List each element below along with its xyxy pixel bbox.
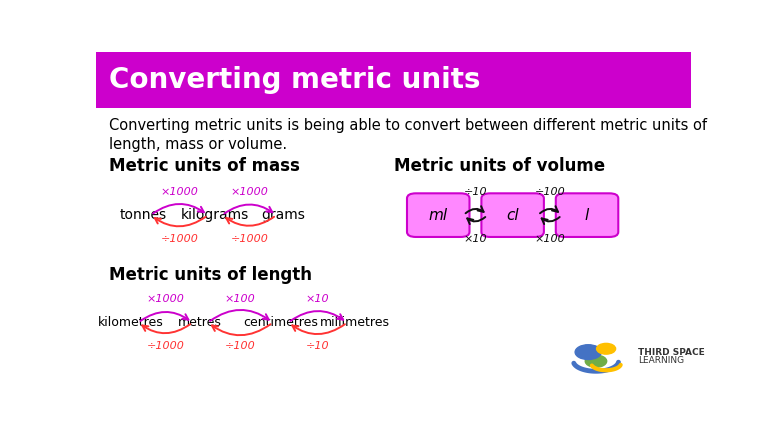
- Text: ml: ml: [429, 208, 448, 223]
- FancyBboxPatch shape: [407, 193, 469, 237]
- Text: ÷1000: ÷1000: [147, 341, 184, 351]
- Text: ÷10: ÷10: [306, 341, 329, 351]
- Text: ÷100: ÷100: [535, 187, 565, 197]
- Text: kilograms: kilograms: [181, 208, 249, 222]
- FancyBboxPatch shape: [482, 193, 544, 237]
- Text: millimetres: millimetres: [320, 316, 390, 329]
- Text: ×1000: ×1000: [230, 187, 268, 197]
- Text: ×100: ×100: [225, 294, 256, 304]
- Text: Metric units of mass: Metric units of mass: [109, 157, 300, 175]
- Text: Metric units of length: Metric units of length: [109, 266, 312, 283]
- Text: length, mass or volume.: length, mass or volume.: [109, 137, 287, 152]
- Text: tonnes: tonnes: [120, 208, 167, 222]
- Text: l: l: [585, 208, 589, 223]
- FancyBboxPatch shape: [96, 52, 691, 108]
- Text: cl: cl: [506, 208, 519, 223]
- Text: Converting metric units: Converting metric units: [109, 66, 481, 94]
- Text: ÷10: ÷10: [464, 187, 487, 197]
- Text: centimetres: centimetres: [243, 316, 318, 329]
- Text: ×10: ×10: [306, 294, 329, 304]
- Text: grams: grams: [262, 208, 306, 222]
- Text: Metric units of volume: Metric units of volume: [393, 157, 604, 175]
- Text: LEARNING: LEARNING: [637, 356, 684, 364]
- Text: ÷100: ÷100: [225, 341, 256, 351]
- Text: ×1000: ×1000: [161, 187, 198, 197]
- Circle shape: [585, 355, 607, 367]
- Text: ×10: ×10: [464, 234, 487, 244]
- Text: ÷1000: ÷1000: [230, 234, 268, 244]
- Text: kilometres: kilometres: [98, 316, 164, 329]
- Text: THIRD SPACE: THIRD SPACE: [637, 347, 704, 357]
- Text: Converting metric units is being able to convert between different metric units : Converting metric units is being able to…: [109, 118, 707, 133]
- FancyBboxPatch shape: [556, 193, 618, 237]
- Circle shape: [597, 344, 616, 354]
- Text: ×1000: ×1000: [147, 294, 184, 304]
- Text: metres: metres: [178, 316, 222, 329]
- Text: ×100: ×100: [535, 234, 565, 244]
- Text: ÷1000: ÷1000: [161, 234, 198, 244]
- Circle shape: [575, 345, 601, 360]
